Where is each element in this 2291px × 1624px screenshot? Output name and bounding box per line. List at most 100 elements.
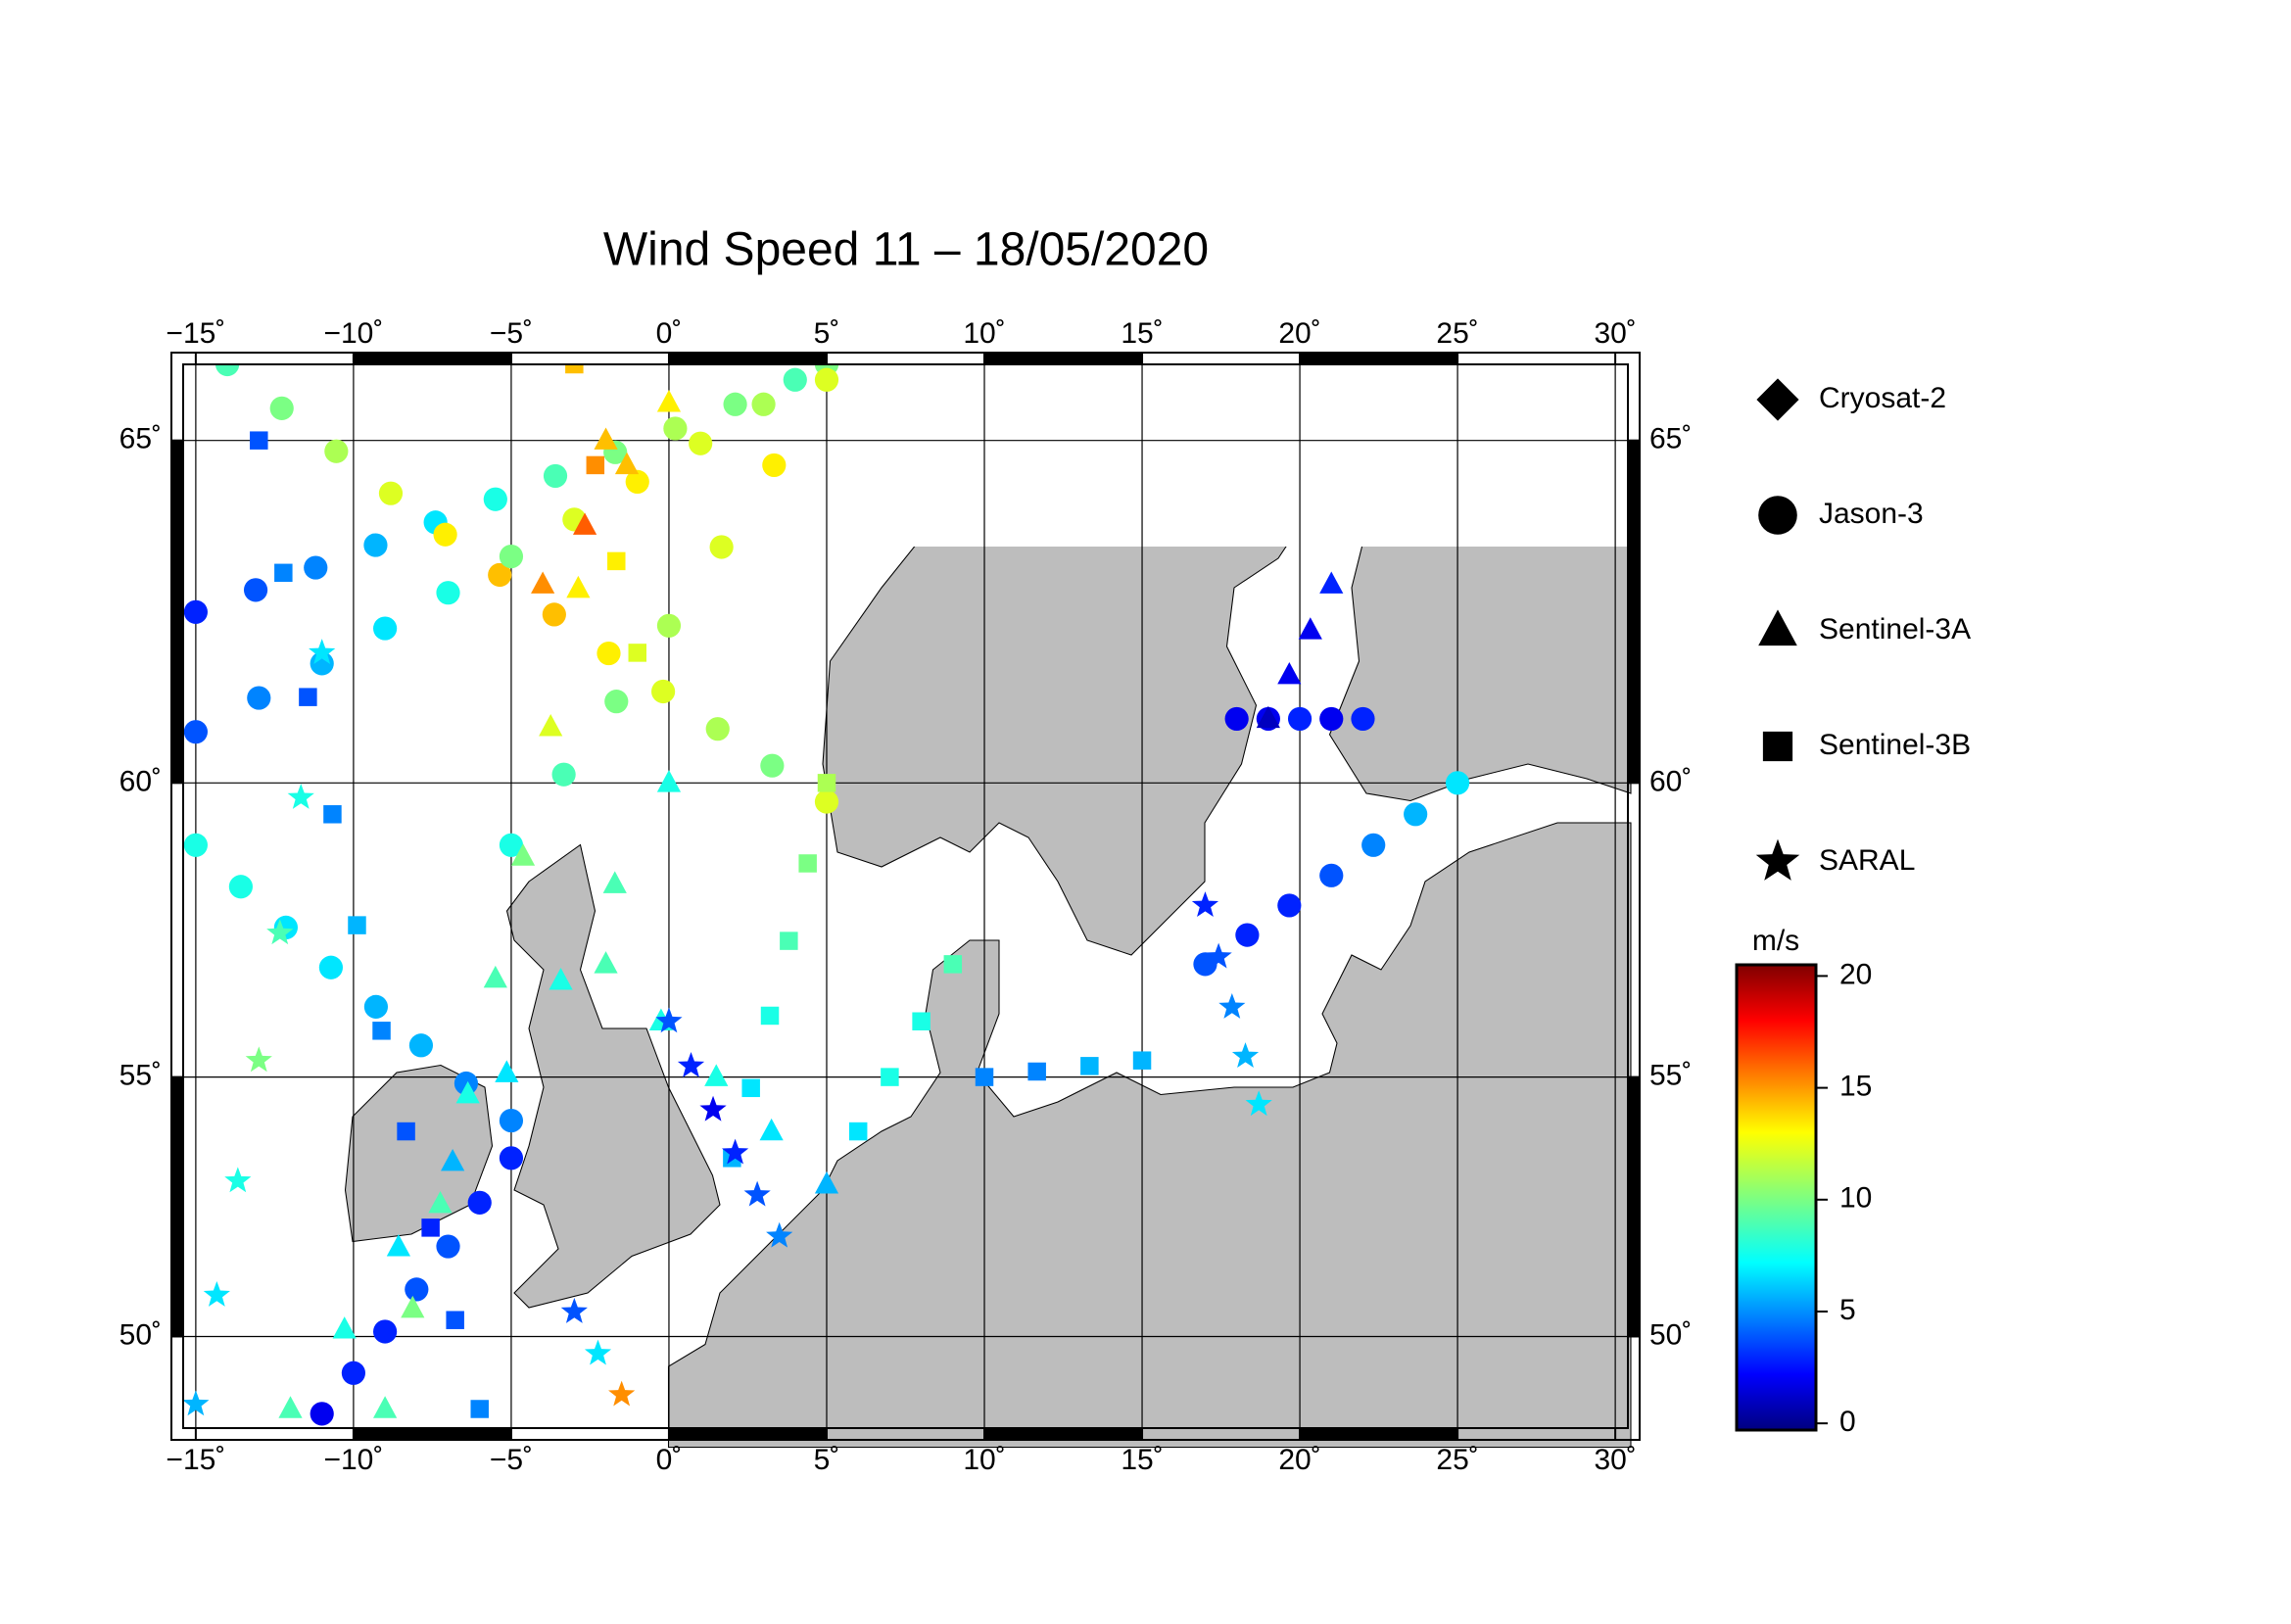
frame-inner xyxy=(182,363,1629,1429)
marker-circle xyxy=(705,717,730,741)
x-tick-label: 0˚ xyxy=(656,1444,683,1476)
frame-outer xyxy=(170,352,1641,1441)
marker-circle xyxy=(1361,833,1386,857)
marker-triangle xyxy=(483,965,507,988)
marker-square xyxy=(741,1078,760,1098)
marker-triangle xyxy=(495,1060,519,1082)
marker-square xyxy=(628,644,646,662)
marker-circle xyxy=(651,679,676,704)
marker-circle xyxy=(436,1234,460,1259)
marker-circle xyxy=(597,641,621,666)
marker-triangle xyxy=(441,1148,465,1171)
marker-circle xyxy=(1277,893,1302,918)
marker-circle xyxy=(183,833,208,857)
marker-star xyxy=(183,1390,210,1416)
marker-star xyxy=(203,1281,230,1307)
legend: Cryosat-2 Jason-3 Sentinel-3A Sentinel-3B SA… xyxy=(1755,378,1971,881)
tracks xyxy=(183,364,1470,1426)
marker-triangle xyxy=(572,512,597,535)
marker-star xyxy=(266,919,294,945)
marker-square xyxy=(299,688,317,706)
marker-circle xyxy=(762,453,787,478)
marker-square xyxy=(798,854,817,873)
marker-square xyxy=(817,774,836,792)
marker-square xyxy=(848,1122,868,1141)
marker-star xyxy=(224,1167,252,1193)
marker-square xyxy=(1080,1057,1099,1075)
land xyxy=(344,547,1632,1449)
colorbar-tick-label: 0 xyxy=(1839,1406,1856,1438)
marker-star xyxy=(677,1052,705,1077)
marker-circle xyxy=(405,1277,429,1302)
marker-circle xyxy=(1224,706,1249,732)
marker-circle xyxy=(373,616,398,641)
marker-triangle xyxy=(1277,661,1302,685)
frame-band xyxy=(1628,440,1640,784)
x-tick-label: 25˚ xyxy=(1436,1444,1478,1476)
marker-star xyxy=(743,1180,771,1207)
marker-star xyxy=(766,1221,793,1248)
map-frame: −15˚ −15˚ −10˚ −10˚ −5˚ −5˚ 0˚ 0˚ 5˚ 5˚ 10˚ 10˚ 15˚ 1… xyxy=(119,317,1693,1476)
marker-square xyxy=(470,1400,489,1418)
marker-triangle xyxy=(759,1118,784,1141)
marker-circle xyxy=(1319,863,1344,887)
marker-circle xyxy=(1351,706,1375,732)
marker-square xyxy=(323,805,342,824)
marker-diamond xyxy=(1756,378,1799,421)
colorbar-tick-label: 10 xyxy=(1839,1182,1872,1215)
marker-circle xyxy=(373,1319,398,1344)
y-tick-label: 55˚ xyxy=(119,1060,162,1092)
frame-band xyxy=(171,1076,183,1337)
marker-circle xyxy=(814,367,839,392)
marker-triangle xyxy=(278,1396,303,1418)
marker-circle xyxy=(483,487,507,511)
legend-label: Cryosat-2 xyxy=(1819,382,1946,414)
marker-circle xyxy=(215,364,240,377)
marker-circle xyxy=(1404,802,1428,827)
marker-circle xyxy=(408,1033,434,1058)
marker-triangle xyxy=(566,575,591,598)
marker-square xyxy=(943,955,963,974)
marker-square xyxy=(975,1068,994,1086)
colorbar-ramp xyxy=(1735,963,1818,1432)
marker-circle xyxy=(467,1190,492,1215)
marker-triangle xyxy=(602,871,627,893)
marker-circle xyxy=(499,1108,524,1133)
marker-circle xyxy=(499,545,524,569)
marker-star xyxy=(560,1297,588,1323)
x-tick-label: 10˚ xyxy=(963,1444,1005,1476)
marker-circle xyxy=(783,367,807,392)
frame-band xyxy=(353,353,511,364)
marker-circle xyxy=(542,602,566,627)
marker-triangle xyxy=(656,390,682,412)
frame-band xyxy=(668,1428,827,1440)
marker-square xyxy=(565,364,584,374)
marker-circle xyxy=(324,439,349,463)
frame-band xyxy=(1628,1076,1640,1337)
x-tick-label: 20˚ xyxy=(1278,1444,1320,1476)
marker-triangle xyxy=(1319,571,1344,594)
marker-star xyxy=(1231,1042,1260,1069)
marker-triangle xyxy=(814,1171,839,1194)
marker-circle xyxy=(709,535,734,559)
marker-circle xyxy=(269,396,294,420)
x-tick-label: 5˚ xyxy=(814,317,840,350)
marker-circle xyxy=(1758,496,1797,535)
map-title: Wind Speed 11 – 18/05/2020 xyxy=(603,224,1209,276)
marker-triangle xyxy=(614,452,640,475)
marker-star xyxy=(584,1339,612,1365)
colorbar-tick-label: 20 xyxy=(1839,958,1872,990)
marker-square xyxy=(881,1068,899,1086)
marker-square xyxy=(1132,1051,1152,1070)
great-britain xyxy=(505,843,721,1309)
marker-star xyxy=(309,639,336,664)
marker-star xyxy=(1755,838,1800,881)
x-tick-label: −15˚ xyxy=(166,1444,225,1476)
marker-circle xyxy=(499,1146,524,1170)
marker-circle xyxy=(310,1402,334,1426)
marker-triangle xyxy=(594,427,618,450)
marker-square xyxy=(1762,731,1793,762)
frame-band xyxy=(984,1428,1143,1440)
marker-square xyxy=(372,1022,391,1040)
marker-circle xyxy=(760,753,785,778)
